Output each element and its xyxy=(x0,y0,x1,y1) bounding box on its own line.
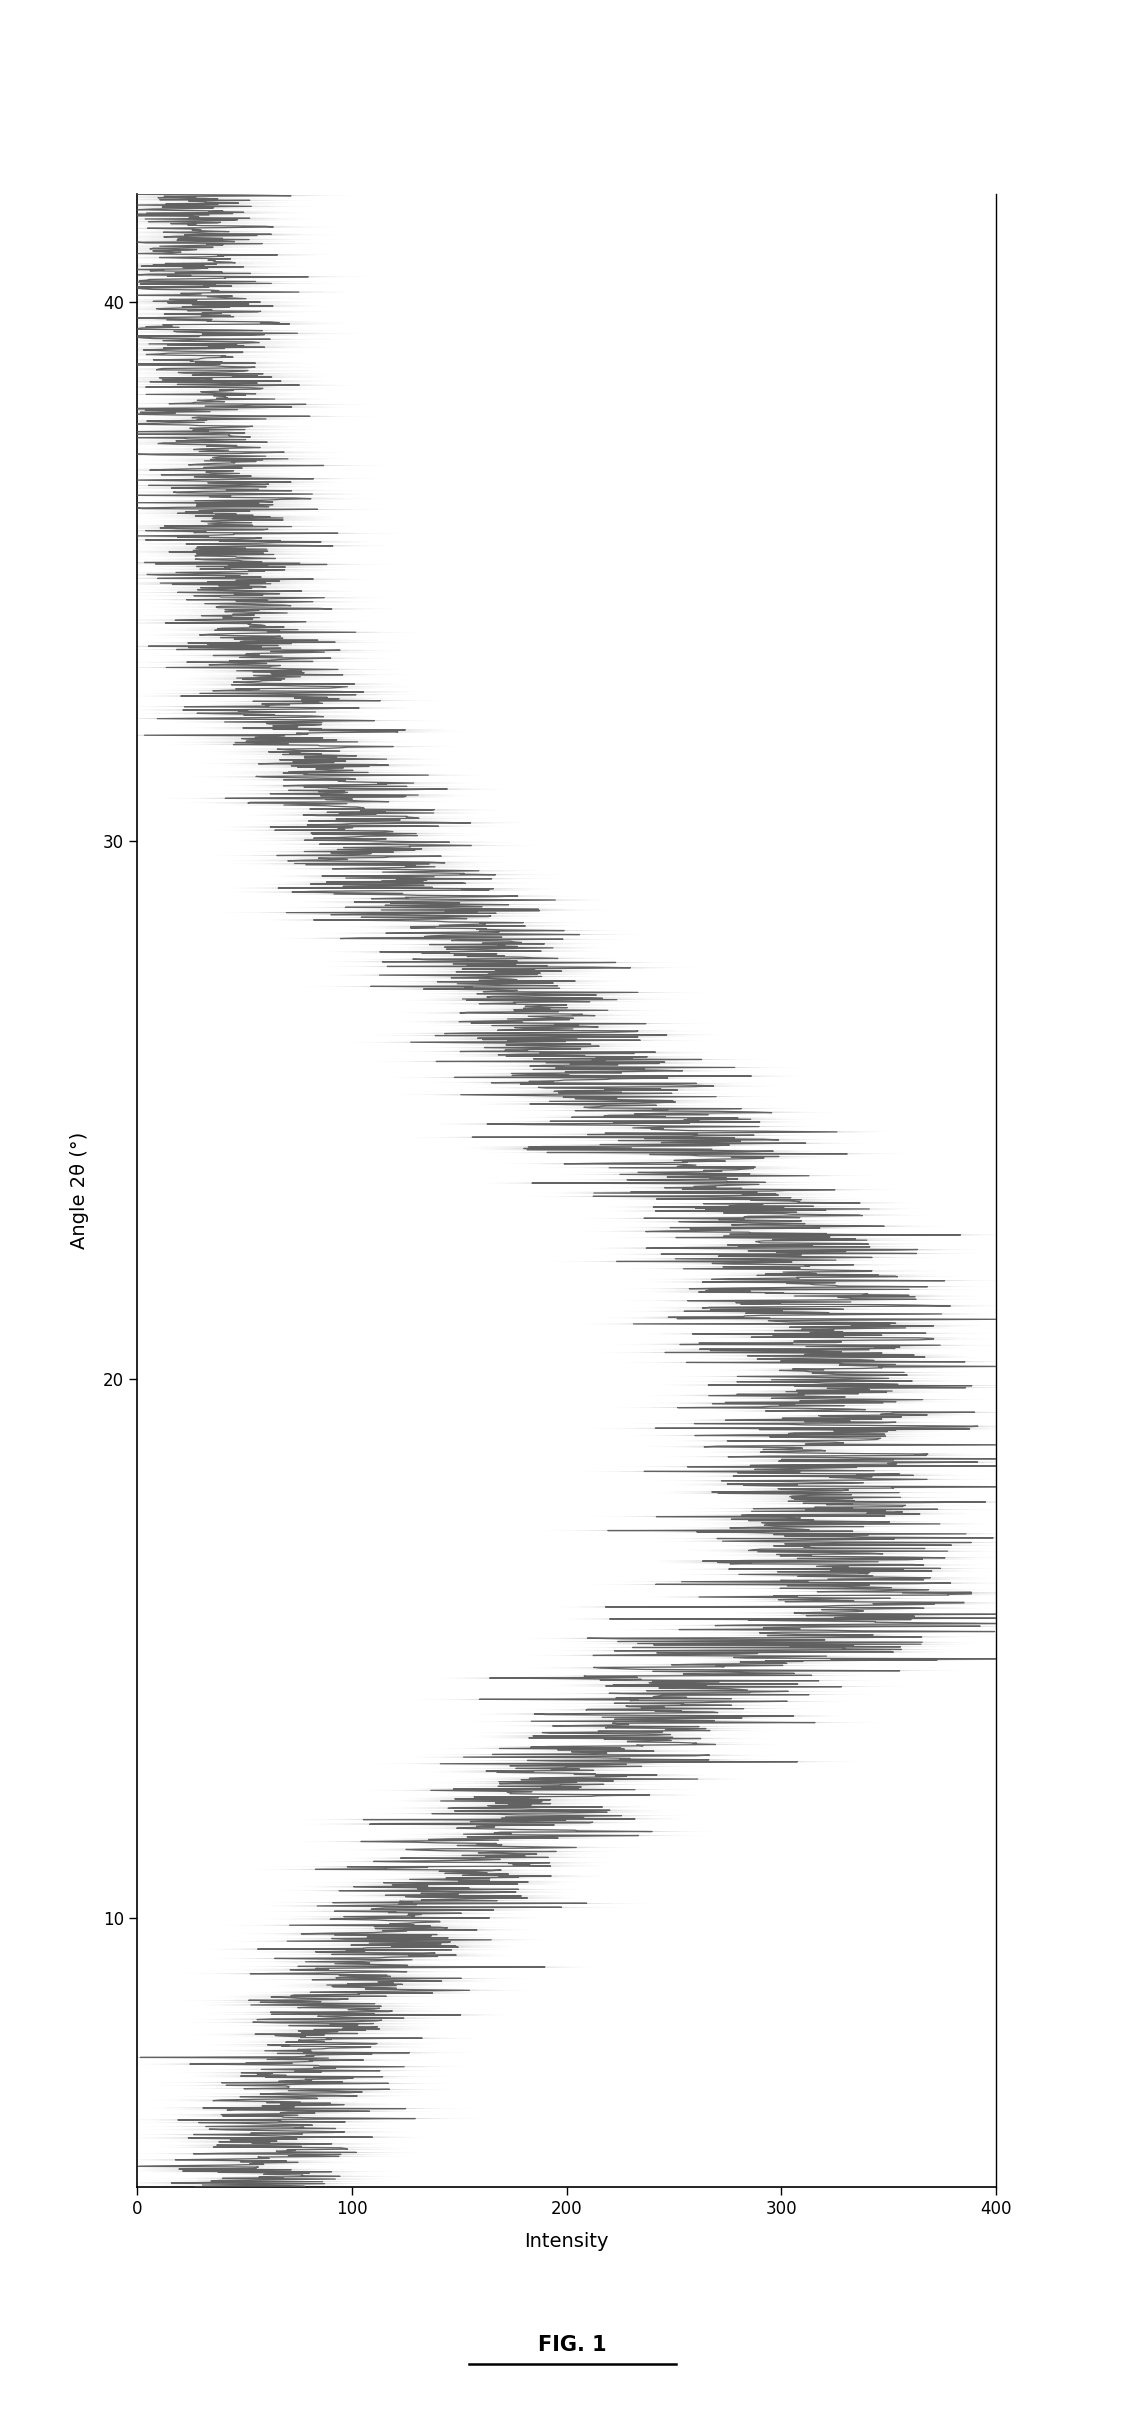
Text: FIG. 1: FIG. 1 xyxy=(538,2335,607,2355)
Y-axis label: Angle 2θ (°): Angle 2θ (°) xyxy=(70,1132,89,1249)
X-axis label: Intensity: Intensity xyxy=(524,2233,609,2250)
